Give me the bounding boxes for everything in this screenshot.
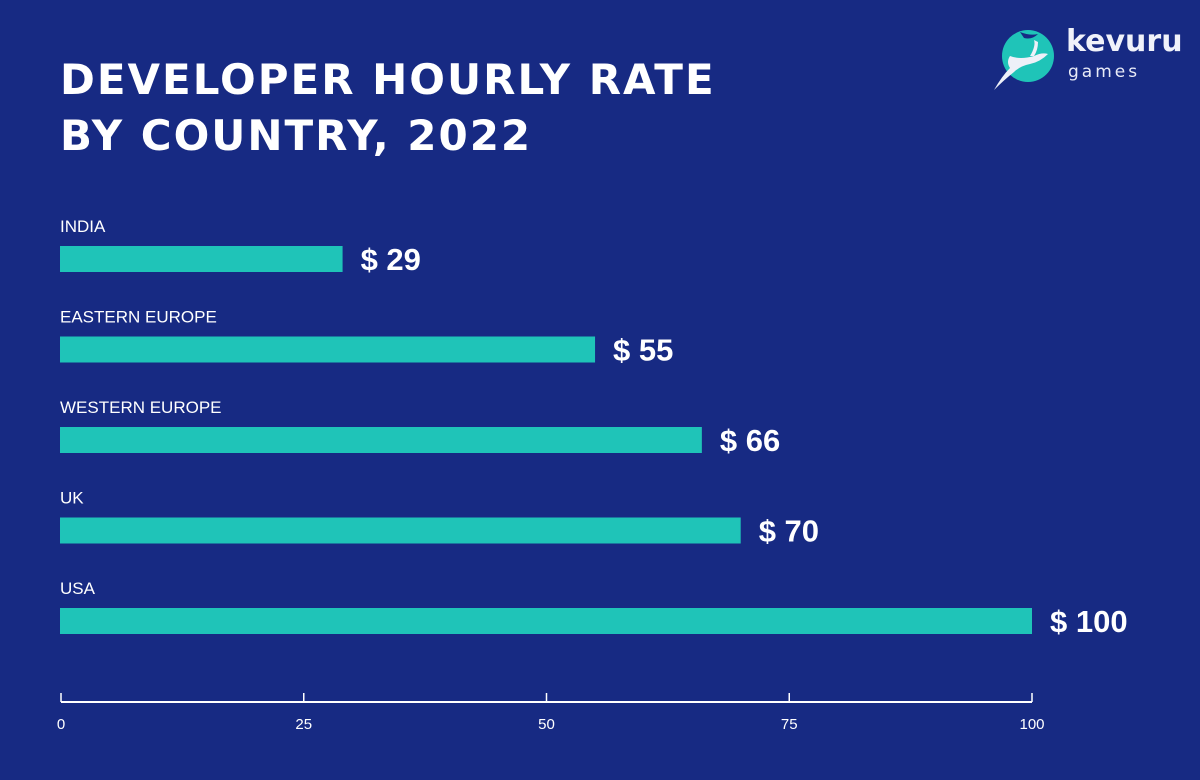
x-tick-label: 50	[538, 716, 555, 733]
value-label: $ 29	[361, 242, 421, 277]
title-line-1: DEVELOPER HOURLY RATE	[60, 55, 716, 104]
x-tick-label: 25	[295, 716, 312, 733]
bar-india	[60, 246, 343, 272]
value-label: $ 66	[720, 423, 780, 458]
value-label: $ 55	[613, 333, 673, 368]
value-label: $ 100	[1050, 604, 1128, 639]
category-label: USA	[60, 579, 96, 598]
kevuru-logo: kevuru games	[990, 26, 1190, 94]
x-tick-label: 100	[1019, 716, 1044, 733]
category-label: UK	[60, 489, 84, 508]
chart-title: DEVELOPER HOURLY RATE BY COUNTRY, 2022	[60, 52, 716, 164]
x-tick-label: 75	[781, 716, 798, 733]
bar-eastern-europe	[60, 336, 596, 363]
value-label: $ 70	[759, 514, 819, 549]
x-tick-label: 0	[57, 716, 65, 733]
bar-western-europe	[60, 427, 702, 453]
bar-usa	[60, 608, 1032, 634]
logo-subtitle: games	[1068, 62, 1141, 82]
category-label: WESTERN EUROPE	[60, 398, 222, 417]
category-label: INDIA	[60, 217, 106, 236]
deer-circle-icon	[994, 30, 1054, 90]
logo-wordmark: kevuru	[1066, 24, 1183, 59]
category-label: EASTERN EUROPE	[60, 308, 217, 327]
title-line-2: BY COUNTRY, 2022	[60, 111, 533, 160]
bar-uk	[60, 517, 741, 544]
